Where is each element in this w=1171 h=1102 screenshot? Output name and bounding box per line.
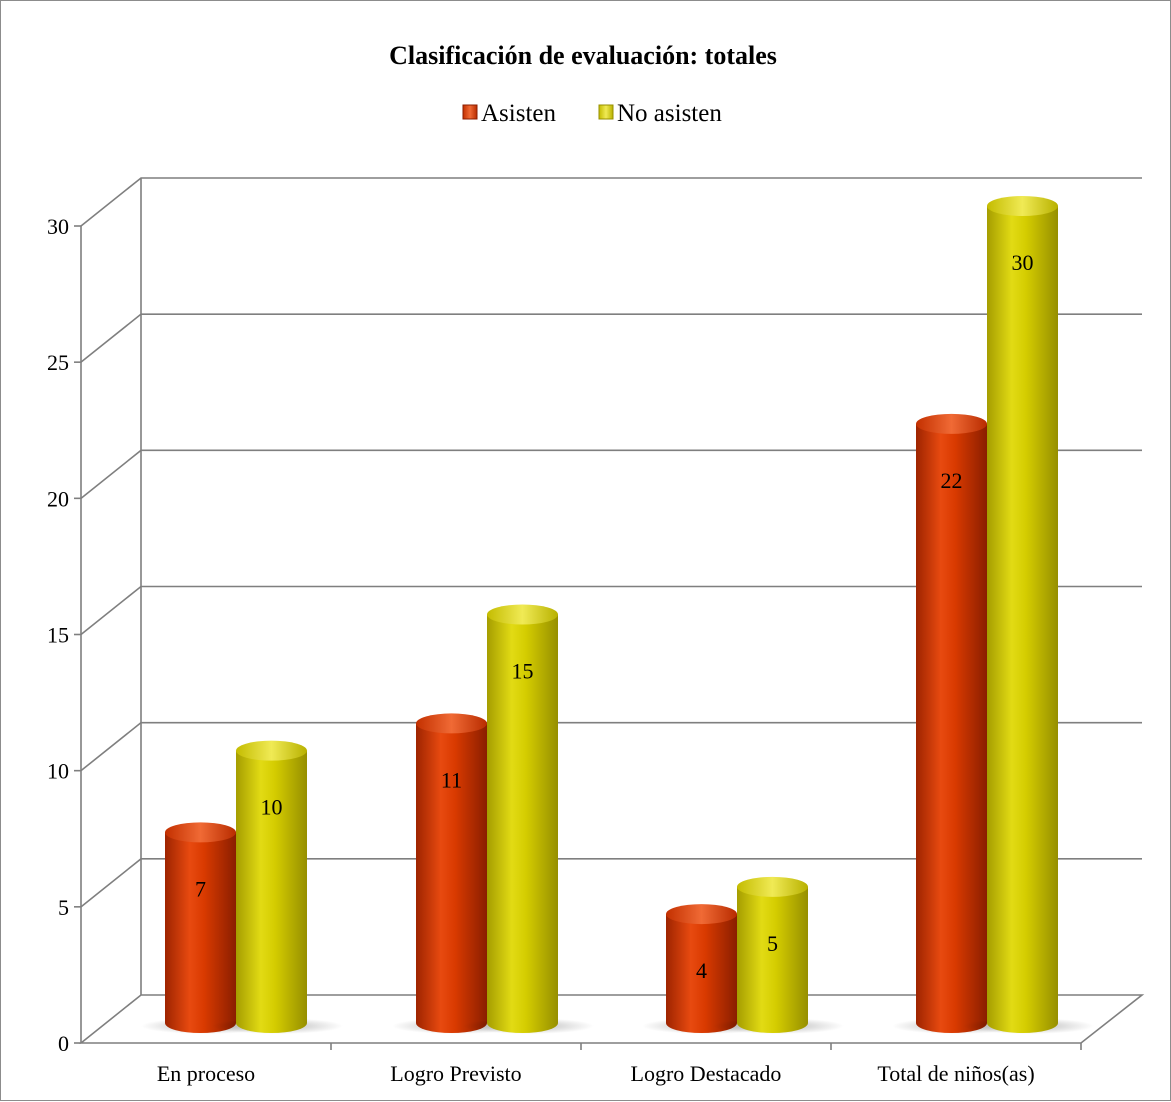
x-tick-label: En proceso <box>157 1061 255 1086</box>
gridline <box>80 313 1142 363</box>
x-tick-label: Logro Destacado <box>631 1061 782 1086</box>
x-tick-label: Logro Previsto <box>390 1061 521 1086</box>
y-tick-label: 10 <box>47 759 69 784</box>
bar-top <box>987 196 1058 216</box>
bar-top <box>416 713 487 734</box>
bar-body <box>666 914 737 1033</box>
bar-top <box>487 604 558 625</box>
legend: Asisten No asisten <box>462 100 722 127</box>
data-label: 10 <box>261 795 283 820</box>
bar-top <box>236 740 307 761</box>
data-label: 15 <box>512 659 534 684</box>
bar-body <box>165 832 236 1033</box>
chart-title: Clasificación de evaluación: totales <box>389 41 777 70</box>
gridline <box>80 721 1142 772</box>
data-label: 5 <box>767 931 778 956</box>
bar-no-asisten: 10 <box>212 740 343 1034</box>
y-tick-label: 20 <box>47 486 69 511</box>
data-label: 11 <box>441 767 462 792</box>
x-tick-label: Total de niños(as) <box>877 1061 1034 1086</box>
bars: 7 11 4 22 10 15 5 30 <box>141 196 1094 1034</box>
bar-no-asisten: 15 <box>463 604 594 1034</box>
y-tick-label: 15 <box>47 623 69 648</box>
gridline <box>80 449 1142 499</box>
bar-body <box>737 886 808 1033</box>
bar-top <box>916 413 987 434</box>
legend-label: No asisten <box>617 100 722 127</box>
y-tick-label: 25 <box>47 350 69 375</box>
bar-body <box>236 750 307 1033</box>
data-label: 4 <box>696 958 707 983</box>
legend-item: Asisten <box>462 100 557 127</box>
data-label: 7 <box>195 876 206 901</box>
gridline <box>80 858 1142 908</box>
legend-label: Asisten <box>481 100 557 127</box>
grid-lines <box>78 177 1145 1044</box>
bar-top <box>165 822 236 843</box>
bar-top <box>737 876 808 897</box>
gridline <box>80 177 1142 227</box>
bar-no-asisten: 30 <box>963 196 1094 1034</box>
axes: 0 5 10 15 20 25 30 En proceso Logro Previsto Logr… <box>47 214 1082 1086</box>
data-label: 22 <box>941 468 963 493</box>
legend-swatch <box>462 104 478 120</box>
bar-top <box>666 904 737 925</box>
y-tick-label: 5 <box>58 895 69 920</box>
floor-plane <box>78 994 1145 1044</box>
bar-asisten: 7 <box>141 822 272 1034</box>
bar-no-asisten: 5 <box>713 876 844 1034</box>
data-label: 30 <box>1012 250 1034 275</box>
y-tick-label: 0 <box>58 1031 69 1056</box>
legend-swatch <box>598 104 614 120</box>
gridline <box>80 585 1142 636</box>
y-tick-label: 30 <box>47 214 69 239</box>
bar-asisten: 22 <box>892 413 1023 1034</box>
bar-body <box>487 614 558 1033</box>
bar-body <box>916 423 987 1033</box>
bar-body <box>416 723 487 1033</box>
bar-body <box>987 206 1058 1033</box>
legend-item: No asisten <box>598 100 722 127</box>
